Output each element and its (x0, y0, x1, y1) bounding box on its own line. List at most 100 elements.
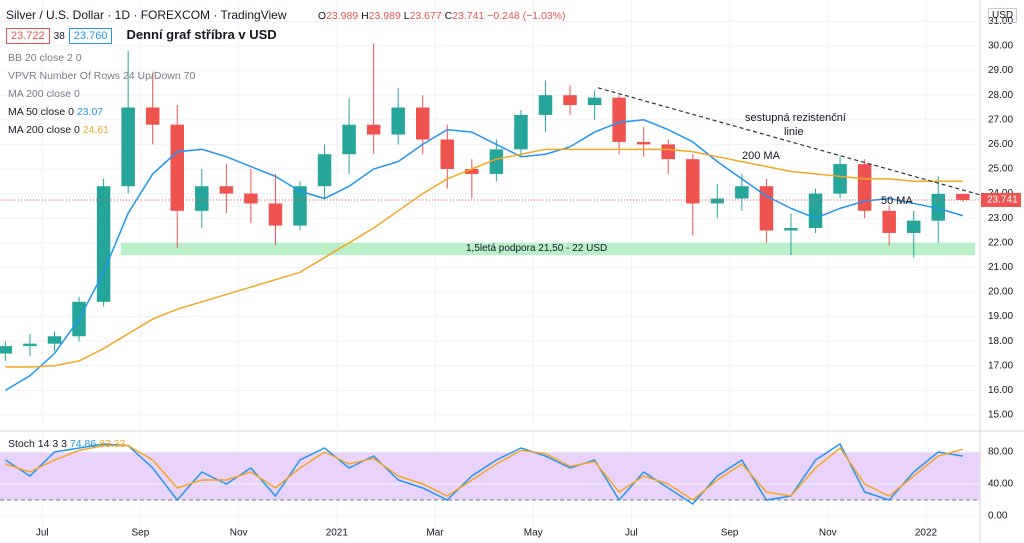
x-tick-label: Sep (132, 528, 150, 539)
o-label: O (317, 10, 327, 22)
candle-body (686, 159, 700, 204)
h-label: H (361, 10, 369, 22)
annotation: sestupná rezistenční (745, 112, 846, 124)
x-tick-label: 2022 (915, 528, 938, 539)
x-tick-label: Jul (625, 528, 638, 539)
line (4, 442, 963, 505)
x-tick-label: Nov (819, 528, 837, 539)
x-tick-label: Jul (36, 528, 49, 539)
y-tick-label: 22.00 (988, 237, 1013, 248)
y-tick-label: 28.00 (988, 90, 1013, 101)
indicator: MA 50 close 0 23.07 (8, 106, 103, 118)
candle-body (96, 186, 111, 302)
candle-body (612, 97, 626, 142)
candle-body (906, 220, 921, 233)
y-tick-label: 18.00 (988, 336, 1013, 347)
stoch-title: Stoch 14 3 3 (8, 438, 67, 450)
line (5, 148, 963, 368)
indicator-text: MA 200 close 0 (8, 124, 80, 136)
y-tick-label: 17.00 (988, 360, 1013, 371)
x-tick-label: Nov (230, 528, 248, 539)
line (5, 119, 964, 392)
candle-body (784, 228, 798, 231)
y-tick-label: 31.00 (988, 16, 1013, 27)
indicator-value: 23.07 (76, 106, 104, 118)
y-tick-label: 29.00 (988, 65, 1013, 76)
y-tick-label: 0.00 (988, 511, 1008, 522)
ask[interactable]: 23.760 (68, 28, 113, 44)
candle-body (735, 186, 749, 199)
annotation: linie (784, 126, 804, 138)
y-tick-label: 40.00 (988, 479, 1013, 490)
c-label: C (444, 10, 453, 22)
last-price-box (981, 192, 1021, 207)
l-value: 23.677 (409, 10, 442, 22)
ohlc: O23.989 H23.989 L23.677 C23.741 −0.248 (… (318, 10, 566, 22)
candle-body (391, 107, 405, 135)
y-tick-label: 80.00 (988, 447, 1013, 458)
indicator: MA 200 close 0 (8, 88, 80, 100)
candle-body (121, 107, 135, 187)
y-tick-label: 26.00 (988, 139, 1013, 150)
annotation: 200 MA (742, 150, 780, 162)
candle-body (857, 164, 872, 211)
line (5, 444, 964, 501)
y-tick-label: 21.00 (988, 262, 1013, 273)
candle-body (465, 168, 479, 174)
candle-body (195, 186, 209, 211)
y-tick-label: 19.00 (988, 311, 1013, 322)
candle-body (587, 97, 602, 106)
candle-body (710, 198, 725, 204)
annotation: 1,5letá podpora 21,50 - 22 USD (466, 243, 608, 254)
candle-body (170, 124, 184, 211)
indicator-value: 24.61 (82, 124, 109, 136)
symbol: Silver / U.S. Dollar · 1D · FOREXCOM · T… (6, 8, 565, 22)
y-tick-label: 20.00 (988, 287, 1013, 298)
annotation: 50 MA (881, 195, 913, 207)
candle-body (293, 186, 307, 226)
change: −0.248 (−1.03%) (487, 10, 566, 22)
currency[interactable]: USD (988, 8, 1018, 23)
candle-body (514, 114, 528, 150)
trendline (597, 87, 981, 196)
candle-body (882, 210, 896, 233)
y-tick-label: 27.00 (988, 114, 1013, 125)
y-tick-label: 16.00 (988, 385, 1013, 396)
stoch-k: 74.86 (69, 438, 97, 450)
candle-body (489, 149, 504, 174)
y-tick-label: 15.00 (988, 410, 1013, 421)
candle-body (661, 144, 675, 160)
candle-body (931, 193, 946, 221)
caption: Denní graf stříbra v USD (126, 27, 277, 42)
stoch-band (0, 452, 980, 500)
x-tick-label: 2021 (326, 528, 349, 539)
last-price-label: 23.741 (987, 195, 1018, 206)
spread: 38 (53, 31, 65, 42)
y-tick-label: 23.00 (988, 213, 1013, 224)
x-tick-label: Sep (721, 528, 739, 539)
candle-body (440, 139, 455, 169)
indicator: BB 20 close 2 0 (8, 52, 82, 64)
candle-body (268, 203, 283, 226)
indicator: MA 200 close 0 24.61 (8, 124, 109, 136)
y-tick-label: 25.00 (988, 164, 1013, 175)
c-value: 23.741 (452, 10, 485, 22)
indicator-text: MA 50 close 0 (8, 106, 74, 118)
candle-body (219, 186, 234, 194)
candle-body (956, 193, 970, 200)
candle-body (833, 164, 847, 194)
candle-body (47, 336, 62, 344)
candle-body (538, 95, 553, 115)
quote: 23.722 38 23.760 Denní graf stříbra v USD (6, 27, 277, 44)
x-tick-label: May (524, 528, 543, 539)
candle-body (415, 107, 430, 140)
bid[interactable]: 23.722 (6, 28, 50, 44)
indicator: VPVR Number Of Rows 24 Up/Down 70 (8, 70, 196, 82)
candle-body (23, 343, 37, 347)
candle-body (0, 346, 13, 354)
x-tick-label: Mar (426, 528, 444, 539)
candle-body (342, 124, 356, 155)
l-label: L (403, 10, 410, 22)
